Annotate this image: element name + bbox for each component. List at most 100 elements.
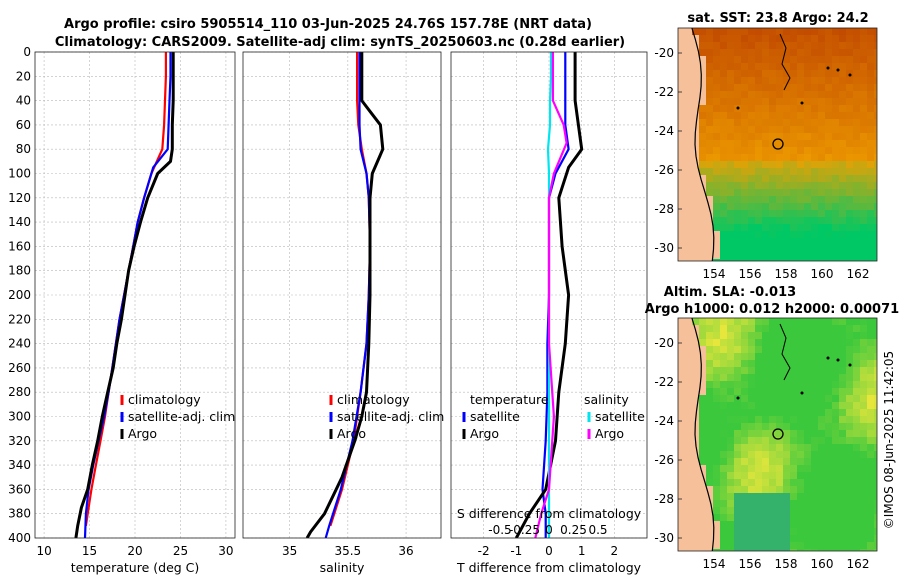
map-cell: [769, 133, 776, 140]
map-cell: [713, 259, 720, 261]
map-cell: [776, 423, 783, 430]
map-cell: [741, 28, 748, 35]
map-cell: [706, 318, 713, 325]
map-cell: [713, 353, 720, 360]
map-lat-label: -22: [654, 375, 674, 389]
map-lon-label: 154: [703, 557, 726, 571]
map-cell: [713, 437, 720, 444]
map-cell: [699, 126, 706, 133]
map-cell: [720, 500, 727, 507]
map-cell: [853, 224, 860, 231]
map-cell: [685, 360, 692, 367]
map-cell: [860, 402, 867, 409]
map-cell: [720, 56, 727, 63]
map-cell: [804, 367, 811, 374]
map-cell: [741, 161, 748, 168]
map-cell: [839, 535, 846, 542]
map-cell: [699, 437, 706, 444]
map-cell: [825, 56, 832, 63]
map-cell: [804, 381, 811, 388]
map-cell: [741, 77, 748, 84]
map-cell: [748, 175, 755, 182]
map-cell: [713, 325, 720, 332]
map-cell: [867, 521, 874, 528]
map-cell: [818, 339, 825, 346]
map-cell: [839, 28, 846, 35]
map-cell: [804, 339, 811, 346]
map-cell: [769, 175, 776, 182]
map-cell: [769, 217, 776, 224]
map-cell: [839, 189, 846, 196]
map-cell: [734, 140, 741, 147]
map-cell: [678, 56, 685, 63]
map-cell: [783, 231, 790, 238]
x-tick-label: 35: [282, 544, 297, 558]
map-cell: [678, 444, 685, 451]
map-cell: [825, 238, 832, 245]
map-cell: [706, 217, 713, 224]
map-cell: [825, 63, 832, 70]
map-cell: [867, 430, 874, 437]
map-cell: [748, 500, 755, 507]
map-cell: [699, 105, 706, 112]
reef-outline: [779, 323, 791, 381]
map-cell: [804, 451, 811, 458]
map-cell: [825, 224, 832, 231]
map-cell: [734, 98, 741, 105]
map-cell: [734, 182, 741, 189]
map-cell: [713, 56, 720, 63]
map-cell: [839, 430, 846, 437]
map-cell: [790, 367, 797, 374]
map-cell: [678, 318, 685, 325]
map-cell: [874, 360, 877, 367]
map-cell: [797, 168, 804, 175]
map-cell: [790, 318, 797, 325]
map-cell: [699, 70, 706, 77]
map-cell: [790, 161, 797, 168]
map-cell: [692, 154, 699, 161]
map-cell: [727, 147, 734, 154]
map-cell: [846, 189, 853, 196]
map-cell: [706, 521, 713, 528]
map-cell: [797, 175, 804, 182]
map-cell: [797, 91, 804, 98]
map-cell: [727, 49, 734, 56]
map-cell: [748, 444, 755, 451]
map-cell: [860, 231, 867, 238]
map-cell: [769, 444, 776, 451]
map-lat-label: -26: [654, 163, 674, 177]
map-cell: [853, 409, 860, 416]
map-cell: [860, 56, 867, 63]
map-cell: [762, 493, 769, 500]
map-cell: [748, 486, 755, 493]
map-cell: [811, 252, 818, 259]
map-cell: [776, 325, 783, 332]
map-cell: [790, 238, 797, 245]
map-cell: [706, 35, 713, 42]
map-cell: [706, 395, 713, 402]
map-cell: [699, 140, 706, 147]
map-cell: [699, 161, 706, 168]
map-cell: [699, 507, 706, 514]
map-cell: [874, 252, 877, 259]
x-tick-label: 10: [36, 544, 51, 558]
map-cell: [748, 395, 755, 402]
map-cell: [678, 168, 685, 175]
map-cell: [811, 49, 818, 56]
map-cell: [818, 507, 825, 514]
map-cell: [720, 84, 727, 91]
map-cell: [755, 231, 762, 238]
map-cell: [727, 444, 734, 451]
map-cell: [832, 325, 839, 332]
map-cell: [727, 231, 734, 238]
map-cell: [762, 168, 769, 175]
map-cell: [720, 126, 727, 133]
map-cell: [692, 217, 699, 224]
map-cell: [832, 259, 839, 261]
map-lat-label: -28: [654, 202, 674, 216]
map-cell: [776, 140, 783, 147]
map-cell: [692, 353, 699, 360]
map-cell: [874, 231, 877, 238]
map-cell: [797, 521, 804, 528]
